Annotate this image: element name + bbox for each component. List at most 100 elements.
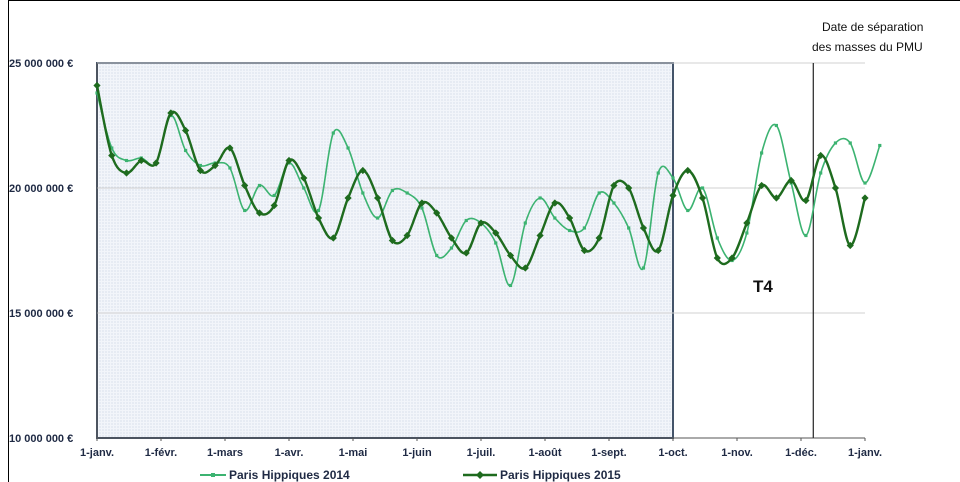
legend-label-2014: Paris Hippiques 2014 [229, 468, 350, 482]
x-tick-label: 1-juin [402, 447, 432, 459]
data-point [270, 201, 278, 210]
data-point [743, 219, 751, 227]
data-point [833, 141, 838, 145]
x-tick-label: 1-nov. [721, 447, 753, 459]
data-point [316, 208, 321, 213]
data-point [760, 151, 764, 155]
data-point [582, 226, 586, 230]
data-point [124, 158, 129, 163]
data-point [597, 191, 601, 195]
data-point [580, 246, 588, 255]
data-point [802, 196, 810, 205]
data-point [346, 146, 350, 150]
data-point [211, 161, 219, 170]
data-point [506, 251, 515, 260]
data-point [361, 191, 365, 195]
data-point [713, 254, 721, 262]
data-point [787, 176, 795, 185]
data-point [553, 216, 557, 220]
data-point [152, 159, 160, 167]
data-point [110, 146, 114, 150]
data-point [538, 196, 542, 200]
data-point [420, 206, 424, 210]
data-point [433, 209, 441, 217]
data-point [536, 231, 544, 240]
data-point [272, 193, 276, 198]
data-point [728, 254, 736, 262]
data-point [627, 226, 631, 230]
data-point [464, 218, 468, 223]
data-point [861, 194, 869, 202]
data-point [257, 183, 262, 188]
x-tick-label: 1-janv. [80, 447, 114, 459]
legend-marker-2015 [476, 471, 484, 479]
x-tick-labels: 1-janv. 1-févr. 1-mars 1-avr. 1-mai 1-juin 1-j… [80, 438, 882, 459]
data-point [285, 156, 293, 165]
data-point [846, 241, 854, 250]
data-point [255, 209, 264, 217]
data-point [625, 184, 633, 192]
data-point [405, 191, 409, 195]
separation-label-line-1: Date de séparation [822, 20, 923, 34]
data-point [228, 166, 232, 170]
data-point [686, 208, 690, 213]
data-point [122, 169, 131, 177]
x-tick-label: 1-sept. [591, 447, 626, 459]
data-point [376, 216, 380, 220]
data-point [198, 163, 202, 168]
data-point [878, 143, 882, 148]
data-point [551, 199, 559, 207]
data-point [196, 166, 204, 175]
data-point [700, 186, 705, 190]
y-tick-label: 20 000 000 € [9, 183, 73, 195]
data-point [477, 219, 485, 227]
data-point [494, 241, 498, 245]
x-tick-label: 1-janv. [848, 447, 882, 459]
data-point [508, 283, 513, 288]
data-point [302, 186, 306, 190]
data-point [390, 188, 394, 193]
data-point [523, 221, 527, 225]
y-tick-labels: 10 000 000 € 15 000 000 € 20 000 000 € 25 0… [9, 58, 73, 445]
legend-label-2015: Paris Hippiques 2015 [500, 468, 621, 482]
data-point [772, 194, 780, 202]
data-point [344, 194, 352, 202]
x-tick-label: 1-août [529, 447, 562, 459]
data-point [226, 144, 234, 152]
data-point [329, 234, 337, 242]
x-tick-label: 1-déc. [785, 447, 817, 459]
data-point [566, 214, 574, 222]
data-point [698, 194, 707, 202]
data-point [137, 156, 145, 165]
series-layer [93, 81, 882, 288]
data-point [182, 126, 190, 135]
data-point [568, 228, 572, 233]
x-tick-label: 1-mars [207, 447, 243, 459]
data-point [641, 266, 646, 270]
data-point [331, 131, 335, 135]
data-point [243, 208, 247, 213]
data-point [684, 166, 692, 175]
data-point [671, 176, 675, 180]
data-point [93, 81, 101, 90]
x-tick-label: 1-avr. [275, 447, 304, 459]
x-tick-label: 1-oct. [658, 447, 687, 459]
data-point [745, 231, 749, 235]
data-point [108, 151, 116, 160]
data-point [492, 229, 500, 237]
legend-marker-2014 [211, 473, 215, 477]
x-tick-label: 1-juil. [467, 447, 496, 459]
data-point [300, 174, 308, 182]
data-point [241, 181, 249, 190]
data-point [715, 236, 719, 240]
data-point [804, 233, 808, 238]
data-point [314, 214, 323, 222]
data-point [167, 109, 175, 117]
data-point [449, 246, 454, 250]
data-point [388, 236, 396, 245]
separation-label-line-2: des masses du PMU [812, 40, 923, 54]
legend: Paris Hippiques 2014 Paris Hippiques 201… [200, 468, 621, 482]
data-point [403, 231, 411, 240]
data-point [95, 91, 99, 95]
